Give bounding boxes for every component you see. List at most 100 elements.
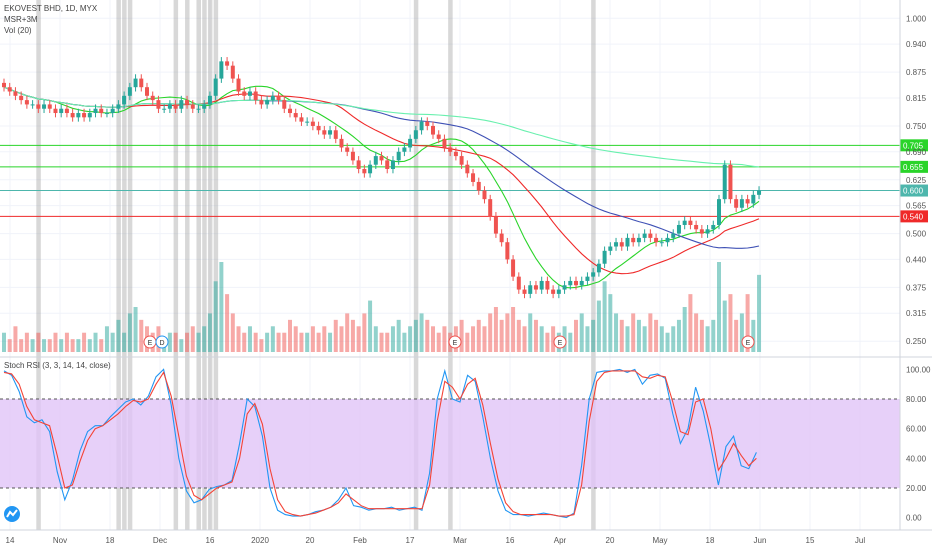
candle-body: [373, 156, 378, 165]
volume-bar: [133, 307, 138, 352]
event-marker[interactable]: [155, 335, 169, 349]
candle-body: [408, 138, 413, 148]
candle-body: [179, 100, 184, 109]
candle-body: [739, 199, 744, 208]
candle-body: [288, 108, 292, 114]
candle-body: [339, 138, 344, 148]
time-tick-label: Jun: [754, 536, 767, 545]
candle-body: [196, 108, 201, 110]
candle-body: [728, 164, 733, 200]
volume-bar: [167, 332, 172, 352]
candle-body: [551, 289, 556, 294]
candle-body: [591, 272, 596, 277]
tradingview-logo-icon[interactable]: [4, 506, 20, 522]
volume-bar: [7, 339, 12, 352]
candle-body: [413, 130, 418, 139]
time-tick-label: 20: [306, 536, 315, 545]
volume-bar: [265, 332, 270, 352]
candle-body: [64, 108, 69, 114]
price-tick-label: 0.815: [906, 94, 927, 103]
volume-bar: [539, 326, 544, 352]
volume-bar: [579, 313, 584, 352]
volume-bar: [47, 339, 52, 352]
candle-body: [734, 199, 739, 208]
price-line-badge: [900, 210, 928, 223]
event-marker[interactable]: [448, 335, 462, 349]
volume-bar: [259, 339, 264, 352]
event-marker-label: E: [746, 340, 751, 347]
price-line-badge: [900, 139, 928, 152]
volume-bar: [293, 326, 298, 352]
volume-bar: [619, 319, 624, 352]
ma-long-line: [3, 86, 760, 168]
volume-bar: [499, 319, 504, 352]
event-marker[interactable]: [741, 335, 755, 349]
candle-body: [173, 104, 178, 109]
candle-body: [70, 113, 75, 118]
candle-body: [350, 151, 355, 161]
candle-body: [608, 246, 613, 251]
candle-body: [87, 113, 92, 118]
session-highlight: [116, 0, 121, 530]
candle-body: [614, 242, 619, 247]
volume-bar: [442, 326, 447, 352]
volume-bar: [585, 326, 590, 352]
volume-bar: [379, 332, 384, 352]
candle-body: [442, 138, 447, 148]
candle-body: [276, 95, 281, 101]
candle-body: [162, 108, 167, 110]
candle-body: [47, 104, 52, 109]
price-line-label: 0.540: [903, 212, 924, 221]
time-tick-label: Apr: [554, 536, 567, 545]
volume-bar: [488, 313, 493, 352]
candle-body: [699, 229, 704, 234]
session-highlight: [413, 0, 419, 530]
event-marker[interactable]: [553, 335, 567, 349]
volume-bar: [328, 332, 333, 352]
volume-bar: [493, 307, 498, 352]
session-highlight: [207, 0, 213, 530]
session-highlight: [202, 0, 207, 530]
volume-bar: [196, 332, 201, 352]
volume-bar: [385, 332, 390, 352]
candle-body: [322, 130, 327, 135]
main-legend: EKOVEST BHD, 1D, MYX MSR+3M Vol (20): [4, 3, 97, 36]
candle-body: [104, 113, 109, 115]
volume-bar: [665, 332, 670, 352]
candle-body: [310, 121, 315, 126]
candle-body: [30, 104, 35, 106]
candle-body: [122, 95, 127, 105]
volume-bar: [207, 313, 212, 352]
event-marker-label: E: [558, 340, 563, 347]
volume-bar: [225, 294, 230, 352]
volume-bar: [333, 319, 338, 352]
candle-body: [225, 61, 230, 66]
candle-body: [36, 104, 41, 109]
price-tick-label: 0.375: [906, 283, 927, 292]
volume-bar: [694, 313, 699, 352]
volume-bar: [745, 294, 750, 352]
candle-body: [19, 95, 24, 101]
time-tick-label: 17: [406, 536, 415, 545]
candle-body: [247, 91, 252, 96]
candle-body: [356, 160, 361, 170]
volume-bar: [316, 332, 321, 352]
volume-bar: [42, 339, 47, 352]
price-tick-label: 0.690: [906, 148, 927, 157]
candle-body: [213, 78, 218, 96]
volume-bar: [402, 332, 407, 352]
volume-bar: [711, 319, 716, 352]
volume-bar: [436, 332, 441, 352]
volume-bar: [76, 339, 81, 352]
volume-bar: [505, 313, 510, 352]
volume-bar: [299, 332, 304, 352]
volume-bar: [19, 339, 24, 352]
candle-body: [493, 216, 498, 234]
stoch-indicator-label: Stoch RSI (3, 3, 14, 14, close): [4, 361, 111, 370]
volume-bar: [516, 319, 521, 352]
stoch-tick-label: 80.00: [906, 395, 927, 404]
price-tick-label: 1.000: [906, 14, 927, 23]
